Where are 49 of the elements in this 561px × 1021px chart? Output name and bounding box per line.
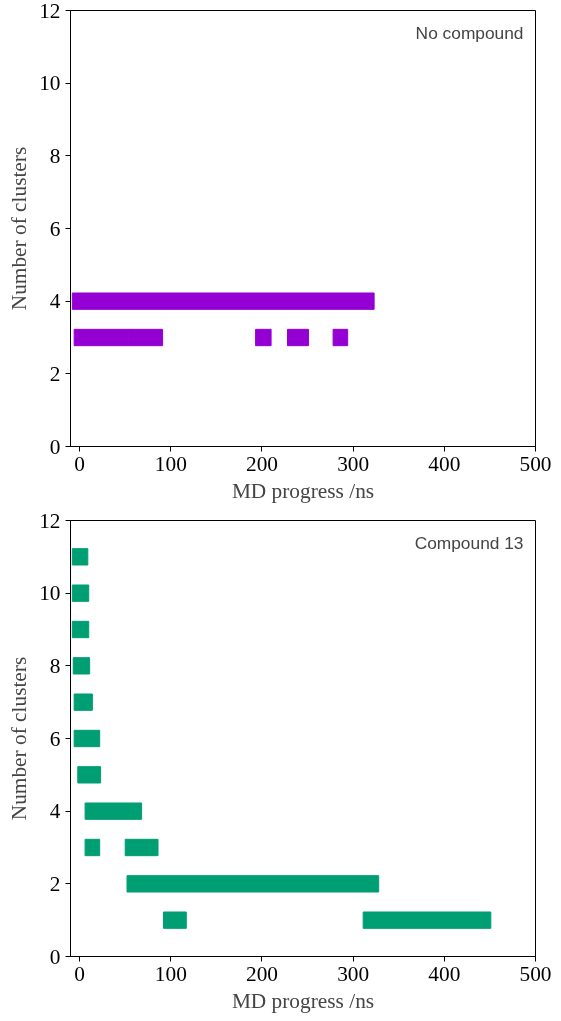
bar [163, 911, 187, 929]
bar [71, 292, 375, 310]
y-tick-label: 10 [39, 581, 61, 606]
bar [255, 328, 272, 347]
x-axis-title: MD progress /ns [231, 988, 375, 1013]
x-tick-label: 0 [74, 961, 85, 986]
bar [71, 548, 89, 566]
annotation: No compound [415, 22, 524, 43]
bar [77, 766, 102, 784]
x-tick-label: 500 [519, 961, 552, 986]
y-tick-label: 8 [49, 653, 61, 678]
x-tick-label: 200 [245, 961, 278, 986]
x-tick-label: 200 [245, 451, 278, 476]
y-tick-label: 0 [49, 944, 61, 969]
x-tick-label: 400 [428, 451, 461, 476]
bar [332, 328, 349, 347]
x-tick-label: 400 [428, 961, 461, 986]
bar [287, 328, 309, 347]
y-tick-label: 10 [39, 71, 61, 96]
y-tick-label: 6 [49, 216, 61, 241]
y-tick-label: 4 [49, 799, 61, 824]
x-tick-label: 300 [337, 451, 370, 476]
y-tick-label: 12 [39, 508, 61, 533]
x-axis-title: MD progress /ns [231, 478, 375, 503]
bar [73, 693, 93, 711]
y-tick-label: 8 [49, 143, 61, 168]
x-tick-label: 500 [519, 451, 552, 476]
x-tick-label: 0 [74, 451, 85, 476]
bar [124, 838, 159, 857]
y-tick-label: 12 [39, 0, 61, 23]
bar [126, 875, 380, 893]
y-axis-title: Number of clusters [7, 146, 32, 311]
annotation: Compound 13 [414, 532, 524, 553]
y-tick-label: 2 [49, 361, 61, 386]
x-tick-label: 100 [154, 961, 187, 986]
x-tick-label: 300 [337, 961, 370, 986]
y-axis-title: Number of clusters [7, 656, 32, 821]
bar [72, 657, 91, 675]
bar [362, 911, 492, 929]
bar [71, 620, 90, 639]
bar [84, 802, 143, 820]
bar [73, 729, 101, 748]
y-tick-label: 4 [49, 289, 61, 314]
x-tick-label: 100 [154, 451, 187, 476]
y-tick-label: 2 [49, 871, 61, 896]
bar [84, 838, 101, 857]
y-tick-label: 6 [49, 726, 61, 751]
bar [71, 584, 90, 602]
y-tick-label: 0 [49, 434, 61, 459]
